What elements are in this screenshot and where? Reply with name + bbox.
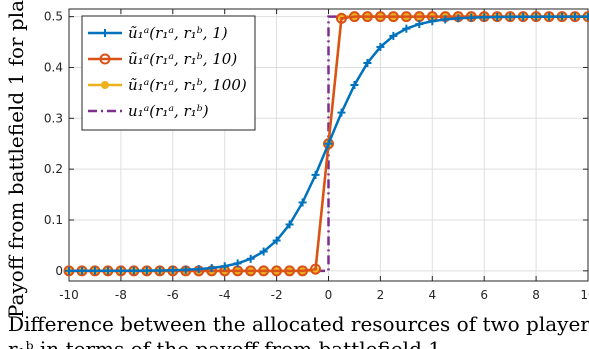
data-point bbox=[428, 17, 437, 26]
data-point bbox=[285, 220, 294, 229]
data-point bbox=[297, 265, 309, 277]
data-point bbox=[324, 139, 333, 148]
data-point bbox=[246, 254, 255, 263]
legend-entry: ũ₁ᵃ(r₁ᵃ, r₁ᵇ, 10) bbox=[88, 50, 237, 68]
y-tick-labels: 0 0.1 0.2 0.3 0.4 0.5 bbox=[44, 10, 63, 278]
data-point bbox=[220, 262, 229, 271]
data-point bbox=[259, 247, 268, 256]
legend-marker bbox=[99, 53, 111, 65]
data-point bbox=[376, 42, 385, 51]
x-tick-label: -6 bbox=[167, 288, 179, 302]
legend-entry: ũ₁ᵃ(r₁ᵃ, r₁ᵇ, 100) bbox=[88, 76, 247, 94]
data-point bbox=[519, 12, 528, 21]
legend: ũ₁ᵃ(r₁ᵃ, r₁ᵇ, 1) ũ₁ᵃ(r₁ᵃ, r₁ᵇ, 10) ũ₁ᵃ(r₁ᵃ… bbox=[81, 15, 256, 131]
data-point bbox=[168, 266, 177, 275]
x-tick-label: -4 bbox=[219, 288, 231, 302]
legend-entry: u₁ᵃ(r₁ᵃ, r₁ᵇ) bbox=[88, 102, 209, 120]
data-point bbox=[400, 11, 412, 23]
x-tick-label: 2 bbox=[377, 288, 385, 302]
data-point bbox=[532, 12, 541, 21]
y-axis-label: Payoff from battlefield 1 for player a bbox=[4, 0, 28, 318]
legend-entry: ũ₁ᵃ(r₁ᵃ, r₁ᵇ, 1) bbox=[88, 24, 228, 42]
data-point bbox=[348, 11, 360, 23]
data-point bbox=[271, 265, 283, 277]
data-point bbox=[415, 20, 424, 29]
data-point bbox=[116, 266, 125, 275]
y-tick-label: 0.2 bbox=[44, 162, 63, 176]
data-point bbox=[571, 12, 580, 21]
data-point bbox=[361, 11, 373, 23]
legend-label: ũ₁ᵃ(r₁ᵃ, r₁ᵇ, 100) bbox=[128, 76, 247, 94]
x-tick-label: -10 bbox=[59, 288, 79, 302]
data-point bbox=[441, 15, 450, 24]
x-axis-label: Difference between the allocated resourc… bbox=[8, 312, 589, 336]
y-tick-label: 0.3 bbox=[44, 111, 63, 125]
x-tick-label: 0 bbox=[325, 288, 333, 302]
y-tick-label: 0.1 bbox=[44, 213, 63, 227]
x-tick-label: 10 bbox=[580, 288, 589, 302]
data-point bbox=[310, 263, 322, 275]
data-point bbox=[467, 13, 476, 22]
data-point bbox=[493, 13, 502, 22]
x-tick-label: -8 bbox=[115, 288, 127, 302]
data-point bbox=[337, 108, 346, 117]
data-point bbox=[155, 266, 164, 275]
data-point bbox=[335, 12, 347, 24]
y-tick-label: 0 bbox=[55, 264, 63, 278]
data-point bbox=[65, 266, 73, 275]
x-axis-label-line2: r₁ᵇ in terms of the payoff from battlefi… bbox=[8, 337, 441, 349]
x-tick-label: 4 bbox=[428, 288, 436, 302]
data-point bbox=[272, 236, 281, 245]
data-point bbox=[284, 265, 296, 277]
plot-area bbox=[63, 11, 589, 277]
x-tick-label: 6 bbox=[480, 288, 488, 302]
x-tick-label: -2 bbox=[271, 288, 283, 302]
data-point bbox=[90, 266, 99, 275]
y-tick-label: 0.4 bbox=[44, 60, 63, 74]
data-point bbox=[480, 13, 489, 22]
data-point bbox=[77, 266, 86, 275]
x-tick-labels: -10 -8 -6 -4 -2 0 2 4 6 8 10 bbox=[59, 288, 589, 302]
data-point bbox=[298, 198, 307, 207]
legend-label: ũ₁ᵃ(r₁ᵃ, r₁ᵇ, 10) bbox=[128, 50, 237, 68]
data-point bbox=[545, 12, 554, 21]
series-0 bbox=[65, 12, 589, 275]
legend-marker bbox=[101, 81, 109, 89]
data-point bbox=[233, 259, 242, 268]
data-point bbox=[103, 266, 112, 275]
data-point bbox=[506, 12, 515, 21]
data-point bbox=[258, 265, 270, 277]
data-point bbox=[558, 12, 567, 21]
data-point bbox=[323, 138, 334, 150]
data-point bbox=[389, 31, 398, 40]
data-point bbox=[207, 264, 216, 273]
legend-label: ũ₁ᵃ(r₁ᵃ, r₁ᵇ, 1) bbox=[128, 24, 228, 42]
data-point bbox=[194, 265, 203, 274]
data-point bbox=[402, 24, 411, 33]
data-point bbox=[584, 12, 589, 21]
data-point bbox=[245, 265, 257, 277]
data-point bbox=[387, 11, 399, 23]
x-tick-label: 8 bbox=[532, 288, 540, 302]
legend-marker bbox=[101, 29, 109, 37]
data-point bbox=[454, 14, 463, 23]
data-point bbox=[181, 265, 190, 274]
data-point bbox=[129, 266, 138, 275]
data-point bbox=[142, 266, 151, 275]
legend-label: u₁ᵃ(r₁ᵃ, r₁ᵇ) bbox=[128, 102, 209, 120]
y-tick-label: 0.5 bbox=[44, 10, 63, 24]
data-point bbox=[363, 58, 372, 67]
data-point bbox=[350, 80, 359, 89]
data-point bbox=[311, 170, 320, 179]
data-point bbox=[374, 11, 386, 23]
